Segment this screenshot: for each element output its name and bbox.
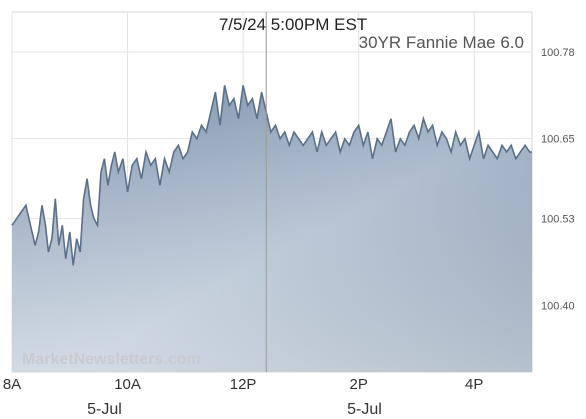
date-labels: 5-Jul 5-Jul xyxy=(87,401,382,418)
x-tick-label: 12P xyxy=(230,376,257,393)
x-tick-label: 8A xyxy=(3,376,21,393)
date-label: 5-Jul xyxy=(87,401,122,418)
chart-title: 7/5/24 5:00PM EST xyxy=(219,15,367,34)
series-name: 30YR Fannie Mae 6.0 xyxy=(359,33,524,52)
date-label: 5-Jul xyxy=(347,401,382,418)
x-tick-label: 10A xyxy=(114,376,141,393)
x-tick-label: 4P xyxy=(465,376,483,393)
x-tick-label: 2P xyxy=(349,376,367,393)
x-axis-labels: 8A 10A 12P 2P 4P xyxy=(3,376,484,393)
price-area-fade xyxy=(12,85,532,373)
y-tick-label: 100.65 xyxy=(541,134,575,146)
watermark: MarketNewsletters.com xyxy=(22,351,201,368)
y-tick-label: 100.78 xyxy=(541,47,575,59)
y-tick-label: 100.53 xyxy=(541,214,575,226)
y-axis-labels: 100.78 100.65 100.53 100.40 xyxy=(541,47,575,312)
price-line xyxy=(11,85,532,266)
y-tick-label: 100.40 xyxy=(541,300,575,312)
